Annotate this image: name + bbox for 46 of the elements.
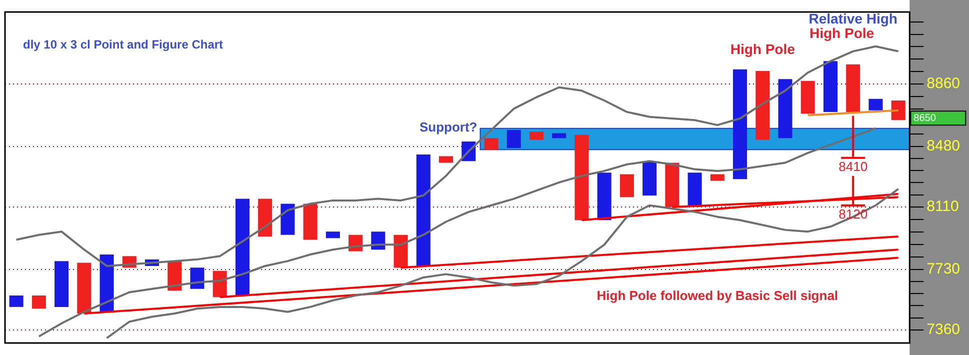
bar [394,234,408,268]
bar [54,261,69,307]
bar [235,198,250,296]
bar [326,232,340,238]
bar [529,132,544,140]
bar [778,79,792,138]
annotation: High Pole [730,40,796,57]
bar [574,134,589,220]
text: dly 10 x 3 cl Point and Figure Chart [23,37,224,52]
bar [190,268,204,289]
bar [823,61,838,112]
bar [77,262,92,314]
bar [620,174,634,198]
annotation: Relative High [808,10,898,26]
bar [891,100,906,120]
y-tick-label: 8860 [926,75,960,92]
bar [846,64,860,112]
bar [688,172,702,207]
bar [32,295,46,309]
bar [665,162,680,207]
bar [258,198,272,236]
bar [484,138,498,150]
bar [303,204,318,240]
bar [416,154,430,266]
y-tick-label: 8110 [926,198,959,216]
bar [756,70,770,140]
bar [710,174,724,181]
ref-line-label: 8410 [838,158,868,174]
bar [100,254,114,312]
bar [9,295,24,307]
y-tick-label: 7730 [926,260,960,278]
bar [506,130,521,148]
text: 8650 [914,112,936,124]
bar [868,98,883,110]
band-label: Support? [419,119,478,134]
y-tick-label: 7360 [926,321,960,338]
bar [733,69,748,180]
annotation: High Pole [810,25,874,42]
bar [552,133,566,138]
bar [800,80,815,114]
bar [597,172,612,220]
annotation: High Pole followed by Basic Sell signal [596,288,838,304]
bar [642,161,657,196]
bar [280,204,295,235]
y-tick-label: 8480 [926,138,960,155]
bar [438,156,454,163]
